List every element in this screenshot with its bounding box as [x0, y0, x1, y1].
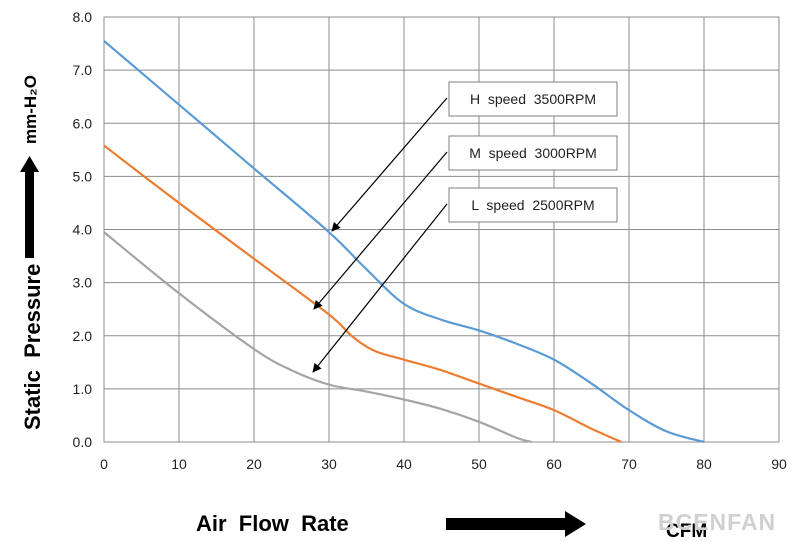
y-tick-label: 1.0: [73, 381, 93, 397]
y-axis-unit: mm-H₂O: [21, 75, 40, 144]
y-tick-labels: 0.0 1.0 2.0 3.0 4.0 5.0 6.0 7.0 8.0: [73, 9, 93, 450]
series-line-h-speed: [103, 40, 705, 444]
x-tick-label: 30: [321, 456, 337, 472]
y-tick-label: 5.0: [73, 168, 93, 184]
arrow-m-speed: [313, 151, 448, 310]
y-tick-label: 6.0: [73, 115, 93, 131]
y-tick-label: 3.0: [73, 275, 93, 291]
y-tick-label: 8.0: [73, 9, 93, 25]
x-axis-unit: CFM: [666, 521, 707, 542]
brand-watermark: BCENFAN: [658, 509, 776, 535]
x-tick-label: 90: [771, 456, 787, 472]
series-line-l-speed: [103, 231, 532, 444]
x-tick-label: 0: [100, 456, 108, 472]
x-tick-label: 50: [471, 456, 487, 472]
x-axis-label: Air Flow Rate: [196, 511, 349, 536]
x-tick-label: 70: [621, 456, 637, 472]
y-tick-label: 7.0: [73, 62, 93, 78]
x-tick-label: 80: [696, 456, 712, 472]
callout-h-speed: H speed 3500RPM: [448, 81, 618, 117]
y-tick-label: 2.0: [73, 328, 93, 344]
callout-label-l: L speed 2500RPM: [471, 197, 594, 213]
arrow-h-speed: [331, 97, 448, 232]
y-tick-label: 4.0: [73, 222, 93, 238]
callout-box-h: [448, 81, 618, 117]
x-axis-arrow-shaft: [446, 518, 566, 530]
series-line-m-speed: [103, 144, 622, 444]
x-tick-label: 20: [246, 456, 262, 472]
callout-label-h: H speed 3500RPM: [470, 91, 596, 107]
x-axis-arrow-head: [565, 511, 586, 537]
callout-box-l: [448, 187, 618, 223]
series-lines: [103, 40, 705, 444]
callout-l-speed: L speed 2500RPM: [448, 187, 618, 223]
grid: [104, 17, 779, 442]
y-axis-arrow-head: [20, 156, 39, 172]
y-axis-label: Static Pressure: [20, 264, 45, 430]
x-tick-label: 40: [396, 456, 412, 472]
y-tick-label: 0.0: [73, 434, 93, 450]
arrow-l-speed: [312, 203, 448, 373]
x-tick-labels: 0 10 20 30 40 50 60 70 80 90: [100, 456, 787, 472]
callout-m-speed: M speed 3000RPM: [448, 135, 618, 171]
watermark-text: BCENFAN: [658, 509, 776, 535]
y-axis-title: Static Pressure mm-H₂O: [20, 75, 45, 430]
x-tick-label: 10: [171, 456, 187, 472]
callout-label-m: M speed 3000RPM: [469, 145, 597, 161]
x-tick-label: 60: [546, 456, 562, 472]
callout-box-m: [448, 135, 618, 171]
y-axis-arrow-shaft: [25, 172, 34, 258]
